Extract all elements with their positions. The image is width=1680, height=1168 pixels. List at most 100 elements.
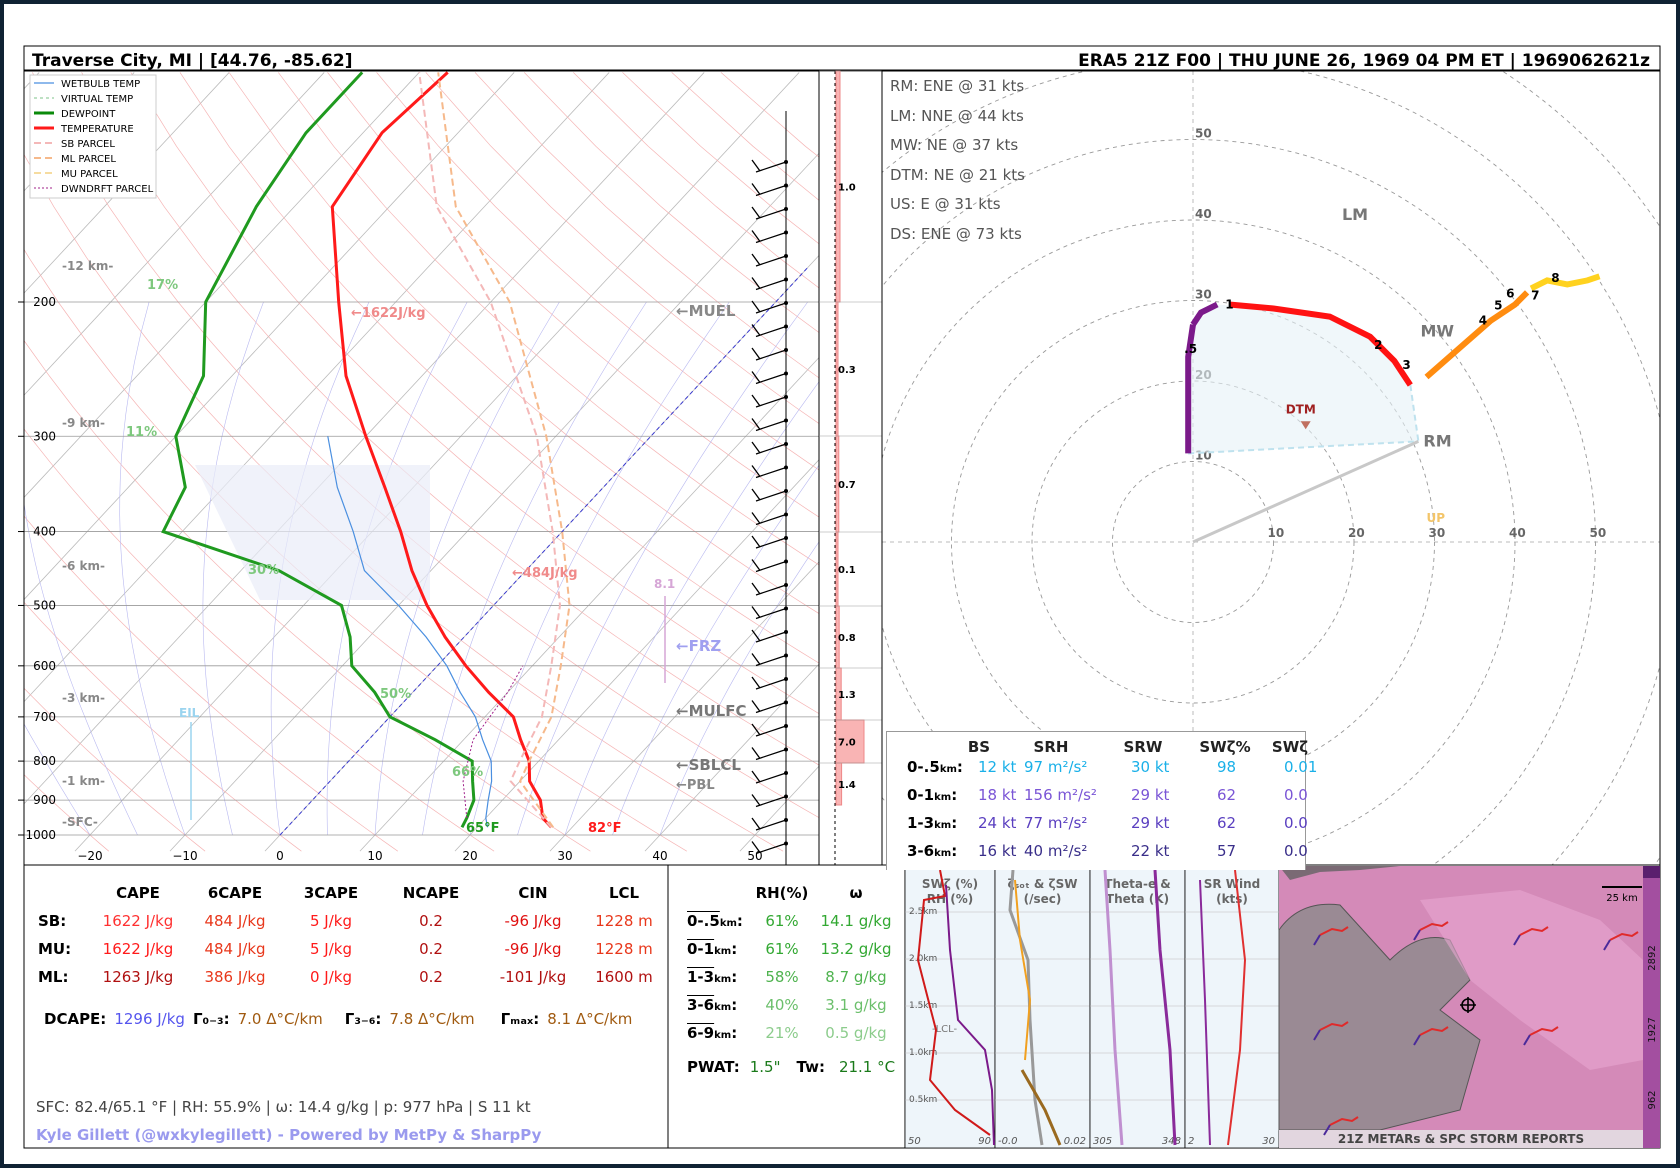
hodo-height-mark: 7 xyxy=(1531,289,1539,303)
location-crosshair xyxy=(1460,997,1476,1013)
mini-title: SWζ (%) xyxy=(922,877,978,891)
freezing-isotherm xyxy=(279,266,809,836)
moist-rh: 61% xyxy=(765,912,799,930)
sfc-temp-label: 82°F xyxy=(588,821,621,836)
wind-barb xyxy=(751,535,787,549)
thermo-row-label: ML: xyxy=(38,968,69,986)
inflow-label: 0.1 xyxy=(838,565,856,576)
storm-motion-item: LM: NNE @ 44 kts xyxy=(890,106,1024,125)
level-label: ←PBL xyxy=(676,778,715,793)
layer-colon: : xyxy=(951,786,958,804)
g36-value: 7.8 Δ°C/km xyxy=(389,1010,475,1028)
station-barb xyxy=(1319,1021,1349,1031)
sounding-canvas: 200 300 400 500 600 700 800 900 1000 −20 −10 0 10 20 3… xyxy=(18,45,1661,1149)
cape-label: ←484J/kg xyxy=(512,566,578,581)
g03-label: Γ₀₋₃: xyxy=(192,1010,230,1028)
isotherm-line xyxy=(549,561,819,852)
station-barb xyxy=(1609,931,1639,941)
mini-profile-line xyxy=(1020,1069,1062,1146)
thermo-table: CAPE 6CAPE 3CAPE NCAPE CIN LCL SB: 1622 J/kg 484… xyxy=(28,870,672,1152)
station-barb-tail xyxy=(1523,1034,1531,1046)
layer-colon: : xyxy=(731,968,738,986)
shear-layer-label: 0-.5km: xyxy=(907,758,963,776)
ring-label-x: 30 xyxy=(1429,526,1446,540)
moist-layer-label: 0-.5km: xyxy=(687,912,743,930)
dtm-triangle xyxy=(1300,421,1311,430)
wind-barb xyxy=(751,488,787,502)
hodo-height-mark: 4 xyxy=(1479,314,1487,328)
surface-summary: SFC: 82.4/65.1 °F | RH: 55.9% | ω: 14.4 … xyxy=(36,1098,531,1116)
layer-km: km xyxy=(719,918,737,929)
series-dwndrft-parcel xyxy=(462,665,524,819)
isotherm-line xyxy=(359,356,819,852)
height-label: -3 km- xyxy=(62,691,105,705)
level-label: ←MUEL xyxy=(676,302,736,320)
layer-name: 3-6 xyxy=(907,842,935,860)
isotherm-line xyxy=(74,72,800,852)
level-label: ←FRZ xyxy=(676,637,721,655)
rm-marker: RM xyxy=(1423,431,1451,450)
land-north xyxy=(1279,866,1400,880)
moist-layer-label: 1-3km: xyxy=(687,968,737,986)
dry-adiabat xyxy=(24,153,784,852)
mini-subtitle: Theta (K) xyxy=(1106,892,1169,906)
layer-colon: : xyxy=(731,1024,738,1042)
moist-layer-label: 0-1km: xyxy=(687,940,737,958)
run-title: ERA5 21Z F00 | THU JUNE 26, 1969 04 PM E… xyxy=(1078,51,1650,71)
hodo-height-mark: 6 xyxy=(1506,286,1514,300)
shear-cell: 0.0 xyxy=(1284,786,1308,804)
mini-profile-line xyxy=(1227,869,1247,1146)
thermo-cell: 0.2 xyxy=(419,940,443,958)
shear-cell: 0.0 xyxy=(1284,814,1308,832)
layer-km: km xyxy=(714,1030,732,1041)
moist-w: 0.5 g/kg xyxy=(825,1024,887,1042)
dry-adiabat xyxy=(228,72,819,614)
shear-layer-label: 3-6km: xyxy=(907,842,957,860)
mini-xmin: 305 xyxy=(1093,1136,1112,1147)
moist-layer-label: 3-6km: xyxy=(687,996,737,1014)
station-barb-tail xyxy=(1413,1034,1421,1046)
layer-km: km xyxy=(714,974,732,985)
shear-cell: 12 kt xyxy=(978,758,1017,776)
layer-colon: : xyxy=(951,842,958,860)
thermo-cell: 1622 J/kg xyxy=(102,940,174,958)
isotherm-line xyxy=(24,72,515,601)
rh-label: 11% xyxy=(126,425,157,440)
moist-rh: 58% xyxy=(765,968,799,986)
wind-barb xyxy=(751,606,787,620)
thermo-row-label: SB: xyxy=(38,912,67,930)
thermo-cell: -96 J/kg xyxy=(504,940,562,958)
pressure-tick-label: 700 xyxy=(33,710,56,724)
pressure-tick-label: 300 xyxy=(33,429,56,443)
legend-label: DEWPOINT xyxy=(61,109,116,120)
station-barb-tail xyxy=(1313,1029,1321,1041)
shear-cell: 29 kt xyxy=(1131,786,1170,804)
dry-adiabat xyxy=(24,687,206,852)
ring-label-y: 50 xyxy=(1195,127,1212,141)
thermo-cell: 0.2 xyxy=(419,912,443,930)
moisture-table: RH(%) ω 0-.5km: 61% 14.1 g/kg 0-1km: 61% 13.2 g… xyxy=(673,870,909,1152)
dry-adiabat xyxy=(278,72,819,566)
hodo-ring xyxy=(1031,380,1355,704)
wind-barb xyxy=(751,559,787,573)
height-label: -6 km- xyxy=(62,559,105,573)
pressure-tick-label: 600 xyxy=(33,659,56,673)
hodo-height-mark: .5 xyxy=(1184,342,1197,356)
shear-cell: 98 xyxy=(1217,758,1237,776)
level-label: ←SBLCL xyxy=(676,756,741,774)
pressure-tick-label: 800 xyxy=(33,754,56,768)
wind-barb xyxy=(751,230,787,244)
mini-profile-line xyxy=(945,884,995,1146)
wind-barb xyxy=(751,747,787,761)
station-barb-tail xyxy=(1413,929,1421,941)
wind-barb xyxy=(751,629,787,643)
mini-title: Theta-e & xyxy=(1104,877,1170,891)
legend-label: VIRTUAL TEMP xyxy=(61,94,133,105)
scale-label: 25 km xyxy=(1606,893,1637,904)
mini-xmin: 2 xyxy=(1188,1136,1194,1147)
mini-level-label: 2.0km xyxy=(909,954,937,964)
layer-colon: : xyxy=(736,912,743,930)
radar-map: 2892 1927 962 21Z METARs & SPC STORM REPORT… xyxy=(1278,866,1660,1148)
layer-name: 1-3 xyxy=(687,968,715,986)
hodograph: 10102020303040405050.512345678LMMWRMDTMU… xyxy=(881,70,1661,866)
